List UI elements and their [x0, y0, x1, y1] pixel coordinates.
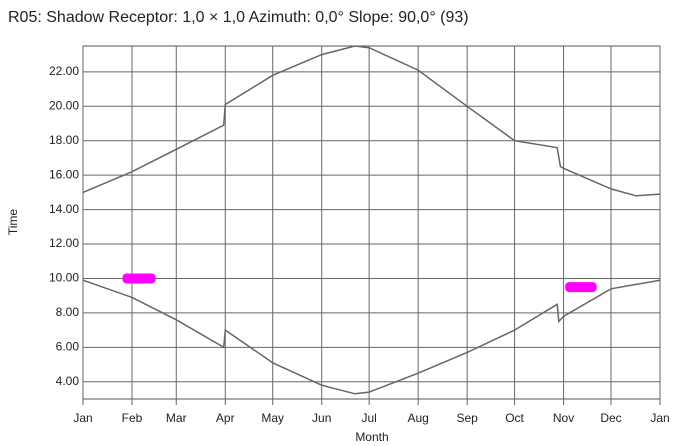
chart-title: R05: Shadow Receptor: 1,0 × 1,0 Azimuth:… [8, 9, 469, 26]
x-tick-label: Sep [456, 411, 478, 425]
y-tick-label: 12.00 [49, 236, 79, 250]
x-tick-label: Feb [122, 411, 143, 425]
x-tick-label: Apr [216, 411, 235, 425]
x-tick-label: Jan [73, 411, 92, 425]
x-tick-label: Mar [166, 411, 187, 425]
y-axis-label: Time [6, 209, 20, 236]
x-axis-label: Month [355, 430, 388, 444]
y-tick-label: 4.00 [56, 374, 80, 388]
y-tick-label: 20.00 [49, 98, 79, 112]
x-tick-label: Dec [600, 411, 621, 425]
y-tick-label: 10.00 [49, 271, 79, 285]
shadow-event [565, 282, 597, 293]
y-tick-label: 8.00 [56, 305, 80, 319]
y-tick-label: 16.00 [49, 167, 79, 181]
y-tick-label: 6.00 [56, 340, 80, 354]
x-tick-label: Jun [312, 411, 331, 425]
shadow-event [122, 273, 156, 284]
x-tick-label: Oct [505, 411, 524, 425]
x-tick-label: Jul [361, 411, 376, 425]
y-tick-label: 14.00 [49, 202, 79, 216]
series-line [82, 45, 661, 197]
plot-frame [82, 45, 661, 400]
series-line [82, 279, 661, 395]
x-tick-label: Nov [553, 411, 574, 425]
x-tick-label: May [261, 411, 284, 425]
x-tick-label: Aug [407, 411, 428, 425]
y-tick-label: 18.00 [49, 133, 79, 147]
y-tick-label: 22.00 [49, 64, 79, 78]
x-tick-label: Jan [650, 411, 669, 425]
